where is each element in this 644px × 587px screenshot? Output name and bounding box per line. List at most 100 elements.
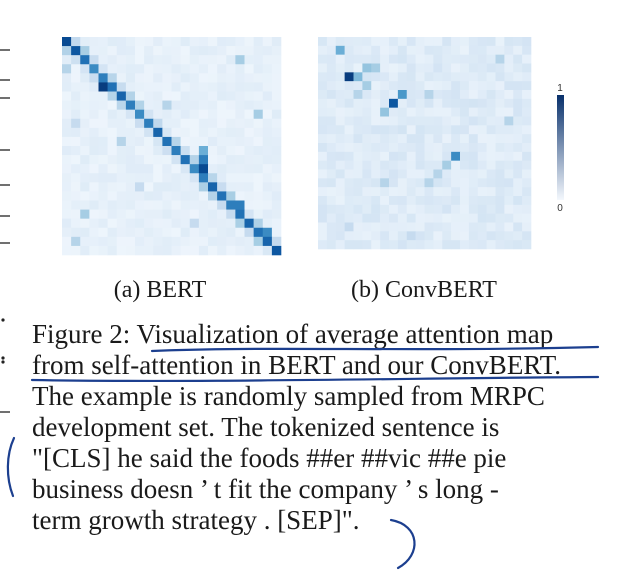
heatmap-cell	[135, 91, 145, 101]
heatmap-cell	[513, 72, 523, 82]
heatmap-cell	[504, 196, 514, 206]
heatmap-cell	[468, 125, 479, 135]
heatmap-cell	[460, 37, 470, 47]
heatmap-cell	[468, 134, 479, 144]
heatmap-cell	[477, 90, 487, 100]
heatmap-cell	[135, 109, 145, 120]
heatmap-cell	[153, 218, 163, 229]
heatmap-cell	[486, 160, 496, 170]
heatmap-cell	[226, 46, 236, 56]
heatmap-cell	[424, 231, 434, 241]
heatmap-cell	[244, 136, 254, 147]
heatmap-cell	[217, 245, 227, 256]
heatmap-cell	[460, 54, 470, 64]
heatmap-cell	[217, 218, 227, 229]
heatmap-cell	[189, 173, 200, 183]
heatmap-cell	[424, 81, 434, 91]
heatmap-cell	[153, 64, 163, 74]
heatmap-cell	[89, 91, 99, 101]
heatmap-cell	[235, 127, 245, 138]
heatmap-cell	[180, 209, 191, 219]
heatmap-cell	[144, 118, 154, 129]
heatmap-cell	[135, 173, 145, 183]
heatmap-cell	[116, 218, 127, 229]
heatmap-cell	[397, 231, 408, 241]
heatmap-cell	[371, 107, 381, 117]
heatmap-cell	[389, 107, 399, 117]
heatmap-cell	[235, 245, 245, 256]
heatmap-cell	[244, 55, 254, 65]
heatmap-cell	[362, 187, 372, 197]
heatmap-cell	[253, 73, 264, 83]
heatmap-cell	[326, 72, 337, 82]
heatmap-cell	[226, 127, 236, 138]
heatmap-cell	[495, 45, 505, 55]
heatmap-cell	[253, 64, 264, 74]
heatmap-cell	[522, 231, 532, 241]
heatmap-cell	[495, 116, 505, 126]
heatmap-cell	[522, 72, 532, 82]
heatmap-cell	[495, 178, 505, 188]
heatmap-cell	[318, 204, 328, 214]
heatmap-cell	[208, 100, 218, 110]
heatmap-cell	[89, 37, 99, 47]
heatmap-cell	[107, 109, 118, 120]
heatmap-cell	[460, 187, 470, 197]
heatmap-cell	[180, 218, 191, 229]
caption-line: The example is randomly sampled from MRP…	[32, 381, 545, 411]
heatmap-cell	[116, 236, 127, 247]
heatmap-cell	[71, 127, 81, 138]
heatmap-cell	[208, 118, 218, 129]
heatmap-cell	[344, 125, 354, 135]
heatmap-cell	[80, 218, 90, 229]
heatmap-cell	[362, 107, 372, 117]
heatmap-cell	[389, 196, 399, 206]
heatmap-cell	[362, 178, 372, 188]
heatmap-cell	[89, 164, 99, 174]
heatmap-cell	[442, 213, 452, 223]
heatmap-cell	[442, 81, 452, 91]
heatmap-cell	[504, 204, 514, 214]
heatmap-cell	[326, 187, 337, 197]
heatmap-cell	[98, 200, 108, 210]
heatmap-cell	[208, 82, 218, 92]
heatmap-cell	[495, 143, 505, 153]
heatmap-cell	[451, 231, 461, 241]
heatmap-cell	[253, 209, 264, 219]
heatmap-cell	[513, 169, 523, 179]
heatmap-cell	[244, 191, 254, 201]
heatmap-cell	[80, 155, 90, 165]
heatmap-cell	[371, 98, 381, 108]
heatmap-cell	[62, 118, 72, 129]
heatmap-cell	[198, 227, 209, 238]
heatmap-cell	[335, 107, 345, 117]
heatmap-cell	[353, 231, 363, 241]
heatmap-cell	[326, 98, 337, 108]
heatmap-cell	[71, 164, 81, 174]
heatmap-cell	[415, 178, 425, 188]
heatmap-cell	[153, 109, 163, 120]
heatmap-cell	[451, 204, 461, 214]
heatmap-cell	[397, 143, 408, 153]
heatmap-cell	[198, 245, 209, 256]
heatmap-cell	[125, 37, 136, 47]
heatmap-cell	[144, 182, 154, 192]
heatmap-cell	[244, 100, 254, 110]
heatmap-cell	[262, 182, 273, 192]
heatmap-cell	[344, 178, 354, 188]
heatmap-cell	[98, 136, 108, 147]
heatmap-cell	[116, 146, 127, 156]
heatmap-cell	[144, 173, 154, 183]
heatmap-cell	[371, 72, 381, 82]
heatmap-cell	[144, 245, 154, 256]
heatmap-cell	[62, 236, 72, 247]
heatmap-cell	[522, 143, 532, 153]
heatmap-cell	[226, 55, 236, 65]
heatmap-cell	[486, 125, 496, 135]
heatmap-cell	[107, 118, 118, 129]
heatmap-cell	[486, 187, 496, 197]
heatmap-cell	[235, 100, 245, 110]
heatmap-cell	[353, 213, 363, 223]
heatmap-cell	[135, 236, 145, 247]
heatmap-cell	[380, 151, 390, 161]
